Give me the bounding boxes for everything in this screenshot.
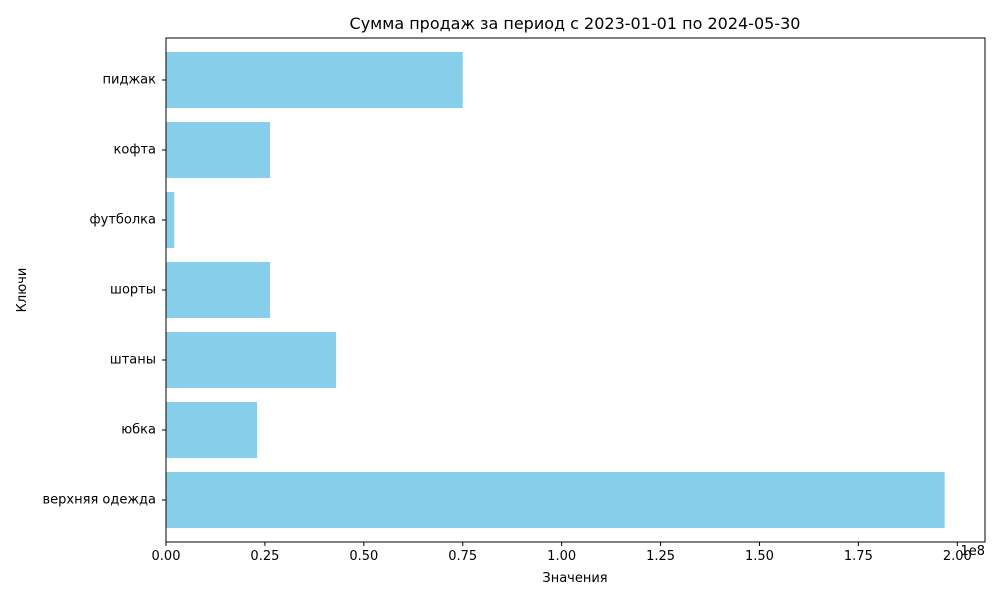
bar-0	[166, 472, 945, 528]
bar-1	[166, 402, 257, 458]
y-tick-label-6: пиджак	[103, 73, 157, 88]
bar-5	[166, 122, 271, 178]
x-tick-label-7: 1.75	[844, 549, 873, 564]
bar-6	[166, 52, 463, 108]
y-axis-label: Ключи	[15, 268, 30, 313]
x-tick-label-0: 0.00	[152, 549, 181, 564]
y-tick-label-1: юбка	[121, 423, 156, 438]
chart-title: Сумма продаж за период с 2023-01-01 по 2…	[350, 14, 801, 33]
y-axis-ticks: верхняя одежда юбка штаны шорты футболка кофт…	[43, 73, 166, 508]
x-tick-label-1: 0.25	[250, 549, 279, 564]
bar-3	[166, 262, 271, 318]
x-tick-label-5: 1.25	[646, 549, 675, 564]
y-tick-label-2: штаны	[110, 353, 156, 368]
y-tick-label-0: верхняя одежда	[43, 493, 156, 508]
bar-4	[166, 192, 175, 248]
y-tick-label-5: кофта	[114, 143, 156, 158]
x-tick-label-3: 0.75	[448, 549, 477, 564]
bar-2	[166, 332, 337, 388]
y-tick-label-3: шорты	[110, 283, 156, 298]
plot-frame	[165, 37, 986, 543]
x-axis-offset-label: 1e8	[960, 544, 985, 559]
axes-group	[165, 37, 986, 543]
x-tick-label-8: 2.00	[943, 549, 972, 564]
x-axis-ticks: 0.00 0.25 0.50 0.75 1.00 1.25 1.50 1.75 2.00	[152, 542, 972, 564]
x-axis-label: Значения	[542, 571, 607, 586]
bars-group	[166, 52, 945, 528]
x-tick-label-6: 1.50	[745, 549, 774, 564]
y-tick-label-4: футболка	[90, 213, 156, 228]
x-tick-label-2: 0.50	[349, 549, 378, 564]
x-tick-label-4: 1.00	[547, 549, 576, 564]
